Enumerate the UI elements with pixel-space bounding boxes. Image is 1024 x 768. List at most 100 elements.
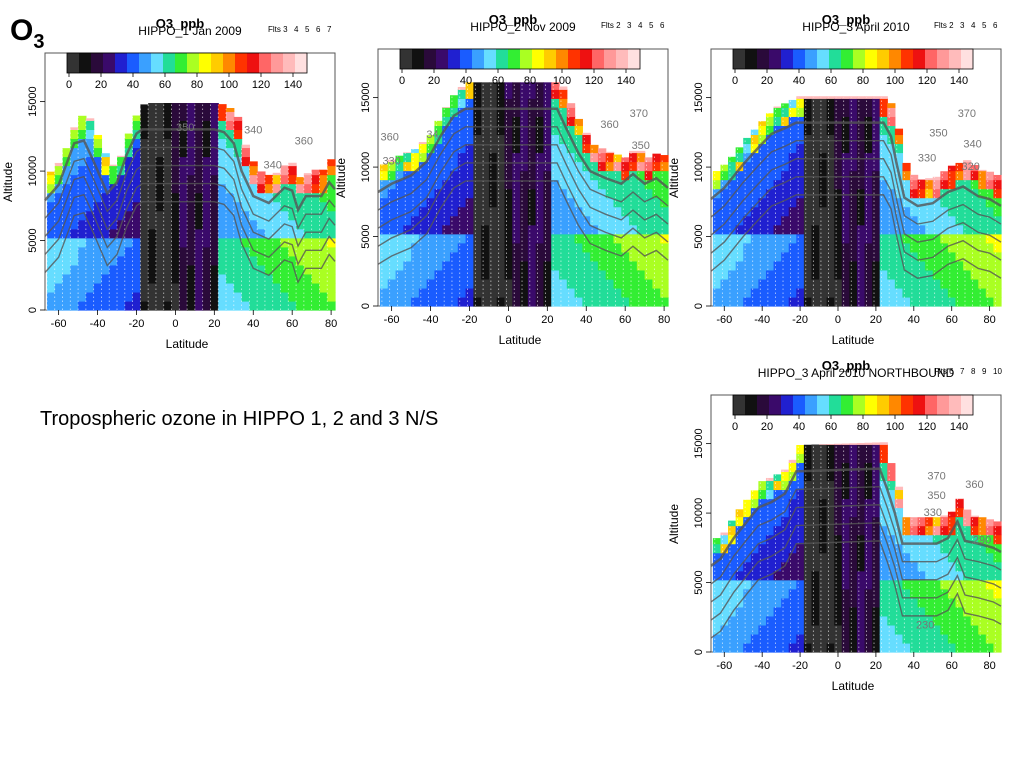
heatmap-cell bbox=[597, 206, 607, 217]
heatmap-cell bbox=[163, 165, 173, 176]
heatmap-cell bbox=[504, 242, 513, 253]
heatmap-cell bbox=[910, 552, 919, 563]
heatmap-cell bbox=[925, 188, 934, 199]
heatmap-cell bbox=[194, 219, 204, 230]
heatmap-cell bbox=[644, 188, 654, 199]
x-tick-label: 40 bbox=[908, 314, 920, 326]
heatmap-cell bbox=[834, 278, 843, 289]
heatmap-cell bbox=[187, 219, 196, 230]
heatmap-cell bbox=[773, 525, 782, 536]
heatmap-cell bbox=[947, 170, 957, 181]
heatmap-cell bbox=[796, 552, 805, 563]
heatmap-cell bbox=[781, 471, 790, 482]
heatmap-cell bbox=[803, 633, 813, 644]
heatmap-cell bbox=[864, 633, 873, 644]
heatmap-cell bbox=[504, 82, 513, 90]
heatmap-cell bbox=[194, 264, 204, 275]
heatmap-cell bbox=[796, 116, 805, 127]
heatmap-cell bbox=[849, 444, 858, 454]
heatmap-cell bbox=[932, 517, 941, 527]
heatmap-cell bbox=[826, 96, 835, 99]
heatmap-cell bbox=[841, 161, 850, 172]
heatmap-cell bbox=[963, 615, 972, 626]
heatmap-cell bbox=[264, 210, 274, 221]
heatmap-cell bbox=[527, 287, 537, 298]
contour-label: 330 bbox=[918, 153, 936, 165]
heatmap-cell bbox=[78, 201, 87, 212]
heatmap-cell bbox=[613, 206, 622, 217]
heatmap-cell bbox=[856, 642, 866, 653]
heatmap-cell bbox=[535, 251, 545, 262]
heatmap-cell bbox=[963, 278, 972, 289]
heatmap-cell bbox=[148, 111, 157, 121]
heatmap-cell bbox=[442, 134, 451, 145]
heatmap-cell bbox=[288, 228, 297, 239]
heatmap-cell bbox=[527, 233, 537, 244]
heatmap-cell bbox=[202, 273, 212, 284]
heatmap-cell bbox=[985, 561, 995, 572]
heatmap-cell bbox=[582, 224, 591, 235]
heatmap-cell bbox=[418, 242, 428, 253]
heatmap-cell bbox=[910, 188, 919, 199]
heatmap-cell bbox=[978, 525, 987, 536]
heatmap-cell bbox=[796, 206, 805, 217]
heatmap-cell bbox=[841, 224, 850, 235]
heatmap-cell bbox=[811, 570, 820, 581]
heatmap-cell bbox=[925, 615, 934, 626]
heatmap-cell bbox=[457, 224, 467, 235]
heatmap-cell bbox=[559, 278, 568, 289]
heatmap-cell bbox=[559, 179, 568, 190]
heatmap-cell bbox=[411, 206, 420, 217]
colorbar-tick-label: 80 bbox=[857, 421, 869, 433]
heatmap-cell bbox=[387, 188, 397, 199]
heatmap-cell bbox=[210, 120, 219, 131]
heatmap-cell bbox=[296, 300, 305, 311]
heatmap-cell bbox=[218, 174, 227, 185]
heatmap-cell bbox=[296, 210, 305, 221]
heatmap-cell bbox=[788, 197, 797, 208]
slide-title: O3 bbox=[10, 14, 44, 53]
heatmap-cell bbox=[811, 143, 820, 154]
heatmap-cell bbox=[743, 233, 752, 244]
heatmap-cell bbox=[712, 538, 722, 545]
heatmap-cell bbox=[241, 165, 250, 176]
heatmap-cell bbox=[925, 561, 934, 572]
heatmap-cell bbox=[566, 161, 576, 172]
heatmap-cell bbox=[387, 233, 397, 244]
heatmap-cell bbox=[481, 188, 490, 199]
heatmap-cell bbox=[187, 264, 196, 275]
heatmap-cell bbox=[917, 517, 926, 527]
heatmap-cell bbox=[856, 296, 866, 307]
heatmap-cell bbox=[473, 260, 482, 271]
heatmap-cell bbox=[872, 260, 881, 271]
heatmap-cell bbox=[955, 633, 964, 644]
heatmap-cell bbox=[613, 269, 622, 280]
heatmap-cell bbox=[932, 215, 941, 226]
heatmap-cell bbox=[728, 561, 737, 572]
heatmap-cell bbox=[925, 517, 934, 527]
heatmap-cell bbox=[910, 233, 919, 244]
heatmap-cell bbox=[947, 215, 957, 226]
heatmap-cell bbox=[319, 246, 328, 257]
heatmap-cell bbox=[993, 233, 1002, 244]
heatmap-cell bbox=[849, 462, 858, 473]
heatmap-cell bbox=[841, 143, 850, 154]
heatmap-cell bbox=[280, 282, 289, 293]
heatmap-cell bbox=[894, 143, 904, 154]
heatmap-cell bbox=[765, 278, 775, 289]
heatmap-cell bbox=[288, 282, 297, 293]
heatmap-cell bbox=[894, 534, 904, 545]
heatmap-cell bbox=[803, 96, 813, 99]
heatmap-cell bbox=[879, 597, 888, 608]
heatmap-cell bbox=[559, 197, 568, 208]
heatmap-cell bbox=[894, 269, 904, 280]
heatmap-cell bbox=[765, 606, 775, 617]
contour-label: 34 bbox=[426, 129, 438, 141]
heatmap-cell bbox=[947, 516, 957, 527]
heatmap-cell bbox=[856, 179, 866, 190]
heatmap-cell bbox=[834, 444, 843, 454]
heatmap-cell bbox=[140, 264, 149, 275]
heatmap-cell bbox=[403, 188, 412, 199]
heatmap-cell bbox=[856, 633, 866, 644]
heatmap-cell bbox=[834, 570, 843, 581]
